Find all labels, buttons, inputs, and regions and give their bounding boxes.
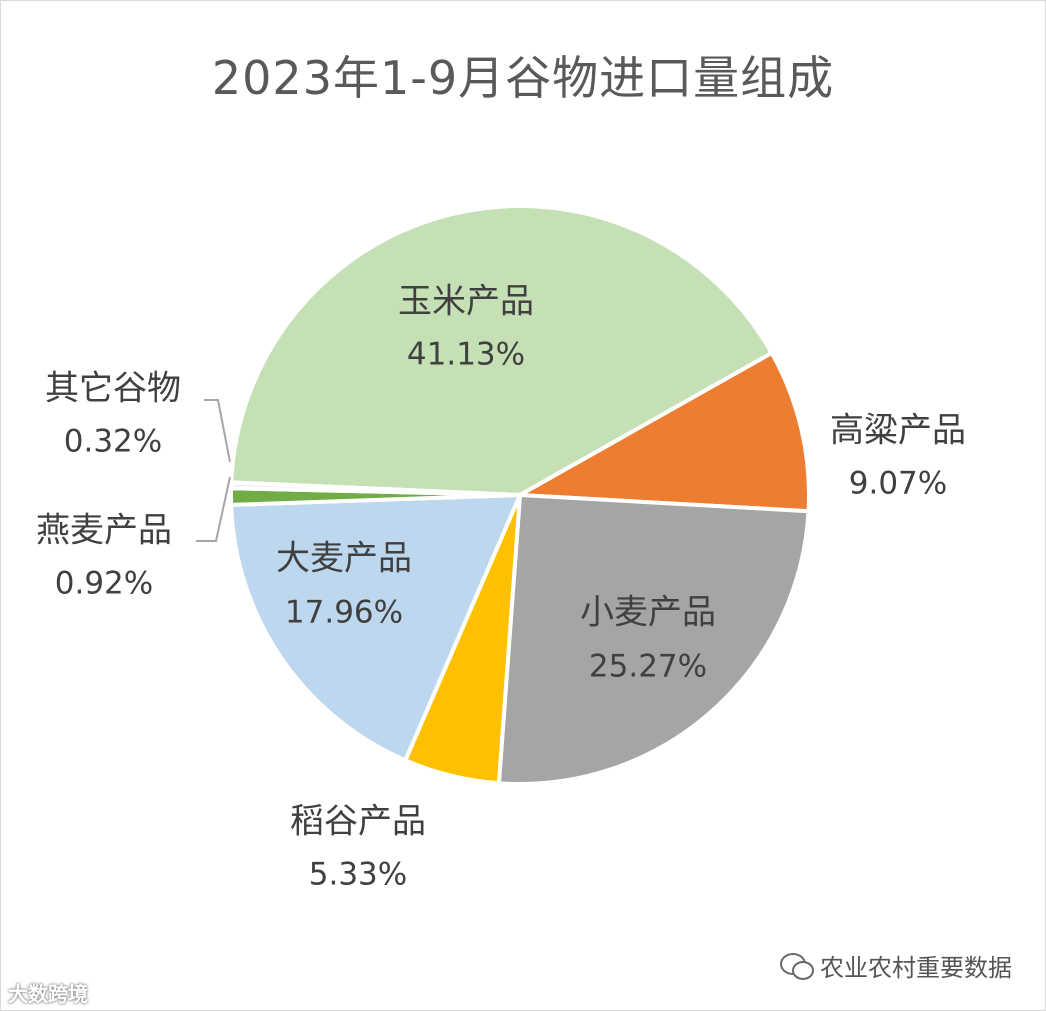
leader-line-7 — [204, 399, 231, 463]
pie-slices — [229, 204, 811, 786]
pie-slice-5 — [229, 493, 522, 763]
wechat-icon — [780, 952, 814, 980]
slice-value-label: 5.33% — [309, 857, 407, 893]
slice-value-label: 0.32% — [64, 424, 162, 460]
chart-title: 2023年1-9月谷物进口量组成 — [211, 51, 835, 105]
slice-value-label: 9.07% — [849, 466, 947, 502]
slice-value-label: 25.27% — [589, 649, 707, 685]
data-labels: 玉米产品 41.13% 高粱产品 9.07% 小麦产品 25.27% 稻谷产品 5.33% 大麦… — [36, 282, 966, 893]
slice-name-label: 大麦产品 — [276, 539, 412, 579]
slice-value-label: 0.92% — [55, 566, 153, 602]
slice-value-label: 17.96% — [285, 595, 403, 631]
slice-name-label: 高粱产品 — [830, 411, 966, 451]
pie-slice-7 — [229, 480, 522, 497]
pie-slice-2 — [518, 350, 811, 514]
leader-lines — [196, 399, 231, 542]
slice-name-label: 其它谷物 — [45, 369, 181, 409]
slice-name-label: 稻谷产品 — [290, 802, 426, 842]
slice-name-label: 燕麦产品 — [36, 511, 172, 551]
pie-slice-1 — [229, 204, 774, 497]
watermark-right-text: 农业农村重要数据 — [820, 954, 1012, 982]
slice-value-label: 41.13% — [407, 337, 525, 373]
slice-name-label: 小麦产品 — [580, 593, 716, 633]
slice-name-label: 玉米产品 — [398, 282, 534, 322]
watermark-left: 大数跨境 — [8, 982, 88, 1006]
watermark-right: 农业农村重要数据 — [780, 948, 1012, 983]
leader-line-6 — [196, 476, 231, 542]
pie-slice-3 — [496, 493, 811, 786]
